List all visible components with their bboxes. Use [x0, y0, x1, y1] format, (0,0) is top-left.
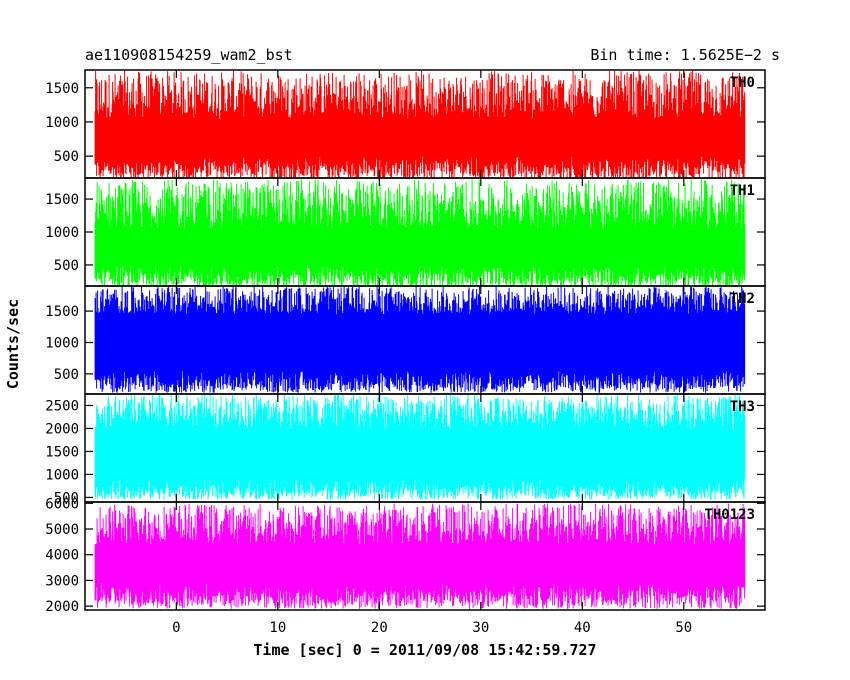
panel-label-th1: TH1 — [730, 183, 755, 199]
panel-label-th3: TH3 — [730, 399, 755, 415]
y-tick-label: 4000 — [45, 548, 79, 564]
chart-title: ae110908154259_wam2_bst — [85, 46, 293, 64]
series-core-th0123 — [95, 553, 745, 583]
y-tick-label: 1500 — [45, 444, 79, 460]
panel-label-th0123: TH0123 — [704, 507, 755, 523]
y-tick-label: 1500 — [45, 304, 79, 320]
y-axis-label: Counts/sec — [4, 299, 22, 389]
panel-th0123: 2000 3000 4000 5000 6000 TH0123 — [45, 496, 766, 615]
panel-label-th0: TH0 — [730, 75, 755, 91]
panels-group: 500 1000 1500 TH0 500 1000 1500 TH1 500 1000 1500 T… — [45, 69, 766, 615]
series-core-th1 — [95, 234, 745, 265]
x-tick-label: 0 — [172, 620, 180, 636]
x-axis-ticks: 0 10 20 30 40 50 — [172, 620, 692, 636]
y-tick-label: 6000 — [45, 496, 79, 512]
panel-label-th2: TH2 — [730, 291, 755, 307]
panel-frame — [84, 501, 766, 611]
x-tick-label: 10 — [269, 620, 286, 636]
x-tick-label: 50 — [675, 620, 692, 636]
y-tick-label: 1000 — [45, 115, 79, 131]
panel-th2: 500 1000 1500 TH2 — [45, 285, 766, 395]
y-tick-label: 500 — [54, 367, 79, 383]
y-tick-label: 5000 — [45, 522, 79, 538]
panel-th3: 500 1000 1500 2000 2500 TH3 — [45, 393, 766, 506]
y-tick-label: 2000 — [45, 599, 79, 615]
x-tick-label: 40 — [574, 620, 591, 636]
y-tick-label: 1000 — [45, 225, 79, 241]
y-tick-label: 2500 — [45, 398, 79, 414]
series-th1 — [94, 179, 746, 286]
y-tick-label: 500 — [54, 258, 79, 274]
y-tick-label: 500 — [54, 149, 79, 165]
x-tick-label: 30 — [472, 620, 489, 636]
y-tick-label: 3000 — [45, 573, 79, 589]
series-core-th2 — [95, 321, 745, 371]
series-core-th3 — [95, 435, 745, 480]
y-tick-label: 2000 — [45, 421, 79, 437]
series-core-th0 — [95, 124, 745, 157]
y-tick-label: 500 — [54, 490, 79, 506]
y-tick-label: 1000 — [45, 467, 79, 483]
y-tick-label: 1500 — [45, 81, 79, 97]
y-tick-label: 1000 — [45, 336, 79, 352]
bin-time-label: Bin time: 1.5625E−2 s — [590, 46, 780, 64]
panel-th0: 500 1000 1500 TH0 — [45, 69, 766, 179]
x-axis-label: Time [sec] 0 = 2011/09/08 15:42:59.727 — [253, 641, 596, 659]
panel-th1: 500 1000 1500 TH1 — [45, 177, 766, 287]
x-tick-label: 20 — [371, 620, 388, 636]
y-tick-label: 1500 — [45, 192, 79, 208]
